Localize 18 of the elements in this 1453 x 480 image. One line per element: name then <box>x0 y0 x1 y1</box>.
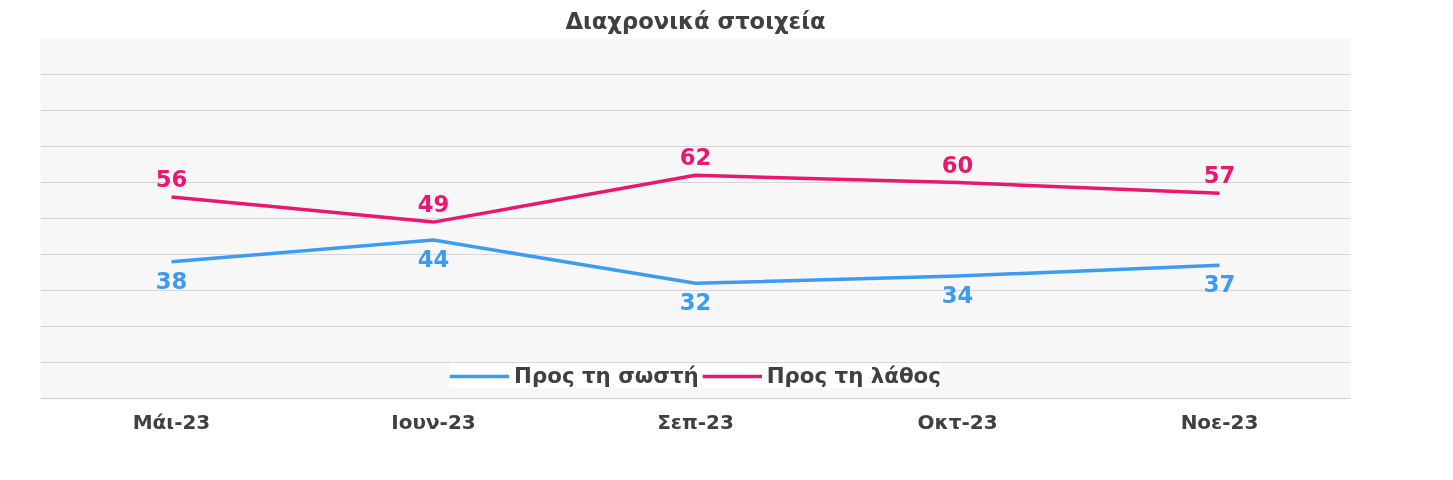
data-label: 37 <box>1203 271 1236 298</box>
data-label: 49 <box>417 191 450 218</box>
legend-label: Προς τη σωστή <box>514 363 699 388</box>
chart-title: Διαχρονικά στοιχεία <box>565 7 826 34</box>
data-label: 44 <box>417 246 450 273</box>
x-tick-label: Σεπ-23 <box>657 409 734 434</box>
data-label: 38 <box>155 267 188 294</box>
data-label: 34 <box>941 282 974 309</box>
data-label: 32 <box>679 289 712 316</box>
x-tick-label: Νοε-23 <box>1180 409 1259 434</box>
data-label: 62 <box>679 144 712 171</box>
x-tick-label: Οκτ-23 <box>917 409 998 434</box>
data-label: 56 <box>155 165 188 192</box>
data-label: 57 <box>1203 162 1236 189</box>
x-tick-label: Μάι-23 <box>132 409 211 434</box>
x-tick-label: Ιουν-23 <box>391 409 476 434</box>
legend-label: Προς τη λάθος <box>766 363 941 388</box>
data-label: 60 <box>941 151 974 178</box>
